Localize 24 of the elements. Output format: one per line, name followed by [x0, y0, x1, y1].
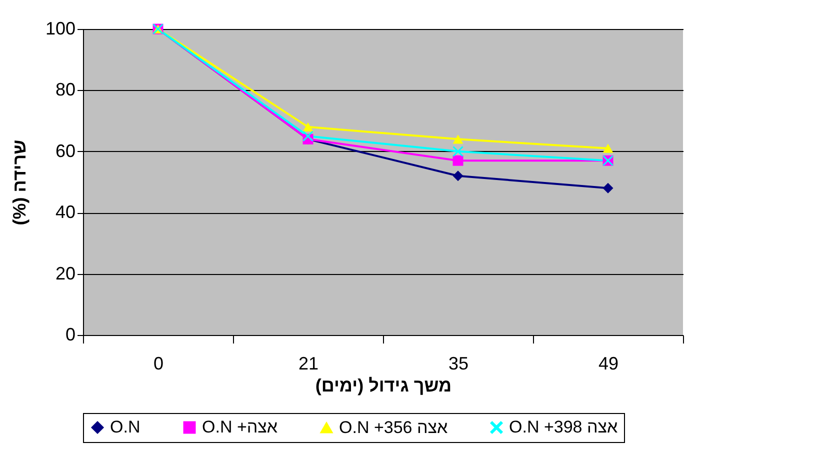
y-tick-label: 80 — [55, 80, 76, 100]
legend-label: O.N — [110, 418, 140, 437]
point — [302, 122, 314, 132]
point — [452, 146, 464, 157]
y-tick-label: 100 — [45, 18, 76, 38]
point — [452, 170, 464, 182]
y-tick-label: 60 — [55, 140, 76, 161]
x-tick-label: 0 — [153, 354, 164, 374]
point — [452, 155, 464, 166]
y-axis-title: שרידה (%) — [9, 140, 30, 226]
legend-label: אצה 356+ O.N — [339, 418, 448, 437]
point — [302, 130, 314, 142]
point — [602, 182, 614, 194]
point — [452, 134, 464, 144]
x-tick-label: 21 — [298, 354, 319, 374]
point — [602, 144, 614, 153]
x-axis-title: משך גידול (ימים) — [315, 376, 452, 396]
y-tick-label: 20 — [55, 263, 76, 284]
y-tick-label: 40 — [55, 202, 76, 222]
legend-label: אצה+ O.N — [202, 418, 278, 437]
y-tick-label: 0 — [65, 324, 76, 344]
legend-label: אצה 398+ O.N — [509, 418, 618, 437]
x-tick-label: 49 — [598, 354, 619, 374]
x-tick-label: 35 — [448, 354, 469, 374]
